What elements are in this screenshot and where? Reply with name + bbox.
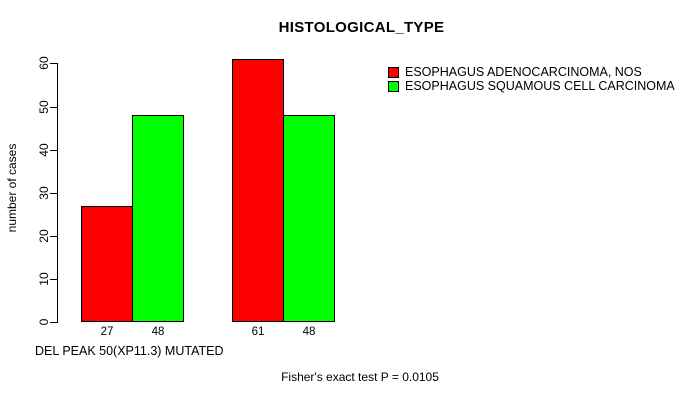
- legend-swatch-icon: [388, 66, 399, 78]
- y-tick-label: 0: [37, 318, 51, 326]
- y-tick: [50, 322, 57, 323]
- fisher-test-note: Fisher's exact test P = 0.0105: [281, 370, 439, 384]
- y-tick-label: 40: [37, 143, 51, 157]
- y-tick: [50, 107, 57, 108]
- y-tick-label: 10: [37, 272, 51, 286]
- legend-item: ESOPHAGUS SQUAMOUS CELL CARCINOMA: [388, 79, 675, 93]
- legend-item: ESOPHAGUS ADENOCARCINOMA, NOS: [388, 65, 675, 79]
- bar: [232, 59, 284, 322]
- y-tick-label: 20: [37, 229, 51, 243]
- y-axis-label: number of cases: [5, 143, 19, 233]
- y-tick: [50, 150, 57, 151]
- bar-value-label: 48: [151, 326, 165, 338]
- bar: [132, 115, 184, 322]
- chart-title: HISTOLOGICAL_TYPE: [278, 19, 445, 36]
- y-tick: [50, 279, 57, 280]
- bar-value-label: 48: [302, 326, 316, 338]
- y-tick-label: 50: [37, 100, 51, 114]
- y-tick-label: 60: [37, 56, 51, 70]
- y-tick: [50, 63, 57, 64]
- y-tick: [50, 236, 57, 237]
- legend-item-label: ESOPHAGUS SQUAMOUS CELL CARCINOMA: [405, 79, 675, 93]
- bar-value-label: 27: [100, 326, 114, 338]
- legend: ESOPHAGUS ADENOCARCINOMA, NOS ESOPHAGUS S…: [388, 65, 675, 93]
- bar: [283, 115, 335, 322]
- legend-swatch-icon: [388, 80, 399, 92]
- bar-value-label: 61: [251, 326, 265, 338]
- y-axis-line: [57, 63, 58, 323]
- y-tick-label: 30: [37, 186, 51, 200]
- y-tick: [50, 193, 57, 194]
- bar: [81, 206, 133, 322]
- x-axis-caption: DEL PEAK 50(XP11.3) MUTATED: [35, 344, 224, 358]
- legend-item-label: ESOPHAGUS ADENOCARCINOMA, NOS: [405, 65, 642, 79]
